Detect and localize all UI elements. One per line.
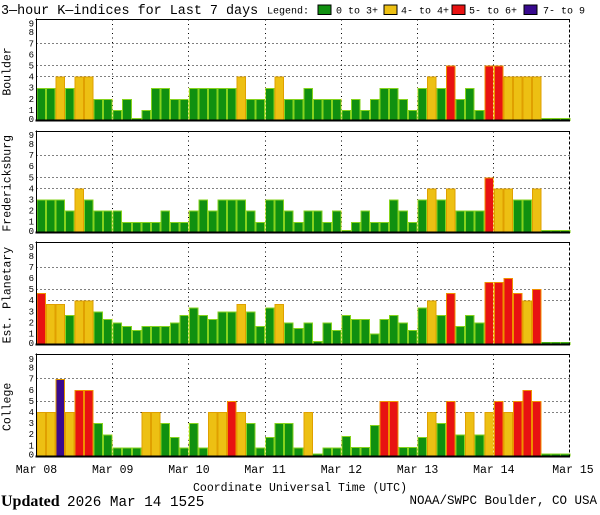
svg-text:8: 8 [29,252,34,262]
svg-text:3: 3 [29,419,34,429]
svg-text:9: 9 [29,19,34,29]
svg-text:8: 8 [29,28,34,38]
svg-text:4- to 4+: 4- to 4+ [401,7,449,18]
svg-text:0: 0 [29,339,34,349]
svg-text:0: 0 [29,227,34,237]
svg-text:3: 3 [29,196,34,206]
svg-text:6: 6 [29,50,34,60]
svg-text:9: 9 [29,355,34,365]
svg-text:8: 8 [29,364,34,374]
svg-text:0 to 3+: 0 to 3+ [336,7,378,18]
svg-text:1: 1 [29,106,34,116]
svg-text:2: 2 [29,207,34,217]
svg-text:4: 4 [29,73,34,83]
svg-text:1: 1 [29,441,34,451]
svg-text:7: 7 [29,375,34,385]
svg-text:8: 8 [29,140,34,150]
svg-text:2026 Mar 14 1525: 2026 Mar 14 1525 [67,495,204,510]
svg-text:6: 6 [29,274,34,284]
svg-text:0: 0 [29,451,34,461]
svg-text:Fredericksburg: Fredericksburg [2,135,15,232]
svg-text:7: 7 [29,263,34,273]
svg-text:6: 6 [29,162,34,172]
svg-text:5: 5 [29,285,34,295]
svg-text:Mar 15: Mar 15 [552,464,594,477]
svg-text:College: College [2,383,15,431]
svg-text:3—hour K—indices for Last 7 da: 3—hour K—indices for Last 7 days [1,4,258,19]
svg-text:5: 5 [29,397,34,407]
svg-text:Mar 10: Mar 10 [168,464,210,477]
svg-text:Mar 11: Mar 11 [244,464,286,477]
svg-text:Mar 08: Mar 08 [16,464,58,477]
svg-text:1: 1 [29,218,34,228]
svg-text:2: 2 [29,95,34,105]
svg-text:Mar 13: Mar 13 [397,464,439,477]
svg-text:6: 6 [29,386,34,396]
svg-text:5- to 6+: 5- to 6+ [469,7,517,18]
svg-text:4: 4 [29,408,34,418]
svg-text:7- to 9: 7- to 9 [543,7,585,18]
svg-text:Mar 09: Mar 09 [92,464,134,477]
svg-text:9: 9 [29,243,34,253]
svg-text:4: 4 [29,184,34,194]
svg-text:3: 3 [29,84,34,94]
svg-text:5: 5 [29,173,34,183]
svg-text:3: 3 [29,307,34,317]
svg-text:Coordinate Universal Time (UTC: Coordinate Universal Time (UTC) [193,482,407,495]
svg-text:Est. Planetary: Est. Planetary [2,247,15,344]
svg-text:0: 0 [29,115,34,125]
svg-text:Updated: Updated [1,493,60,510]
svg-text:Mar 12: Mar 12 [321,464,363,477]
svg-text:Boulder: Boulder [2,47,15,95]
svg-text:7: 7 [29,151,34,161]
svg-text:2: 2 [29,318,34,328]
svg-text:1: 1 [29,330,34,340]
svg-text:7: 7 [29,39,34,49]
svg-text:5: 5 [29,62,34,72]
svg-text:2: 2 [29,430,34,440]
svg-text:NOAA/SWPC Boulder, CO USA: NOAA/SWPC Boulder, CO USA [409,494,597,508]
svg-text:Legend:: Legend: [267,6,309,18]
svg-text:Mar 14: Mar 14 [473,464,515,477]
svg-text:4: 4 [29,296,34,306]
svg-text:9: 9 [29,131,34,141]
